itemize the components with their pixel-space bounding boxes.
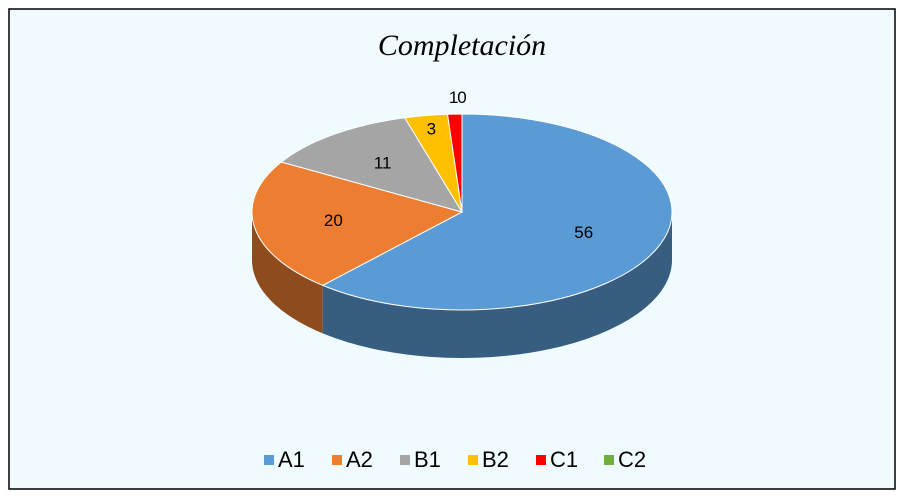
legend-label: B1	[414, 447, 441, 472]
pie-slice	[446, 113, 463, 213]
data-label: 3	[427, 119, 436, 138]
legend-swatch	[264, 455, 274, 465]
data-label: 1	[449, 88, 458, 107]
pie-slice	[321, 113, 673, 311]
legend-swatch	[400, 455, 410, 465]
legend-label: B2	[482, 447, 509, 472]
data-label: 0	[457, 88, 466, 107]
pie-slice-side	[322, 212, 672, 358]
data-label: 56	[574, 223, 593, 242]
data-label: 11	[374, 153, 392, 172]
legend-swatch	[468, 455, 478, 465]
legend-swatch	[604, 455, 614, 465]
chart-title: Completación	[378, 29, 546, 62]
data-label: 20	[324, 211, 343, 230]
legend-label: A2	[346, 447, 373, 472]
legend-swatch	[536, 455, 546, 465]
pie-slice-side	[252, 212, 323, 334]
pie-slice	[280, 117, 464, 213]
legend-label: C1	[550, 447, 578, 472]
pie-slice	[251, 161, 464, 286]
legend-label: A1	[278, 447, 305, 472]
legend-label: C2	[618, 447, 646, 472]
legend-swatch	[332, 455, 342, 465]
